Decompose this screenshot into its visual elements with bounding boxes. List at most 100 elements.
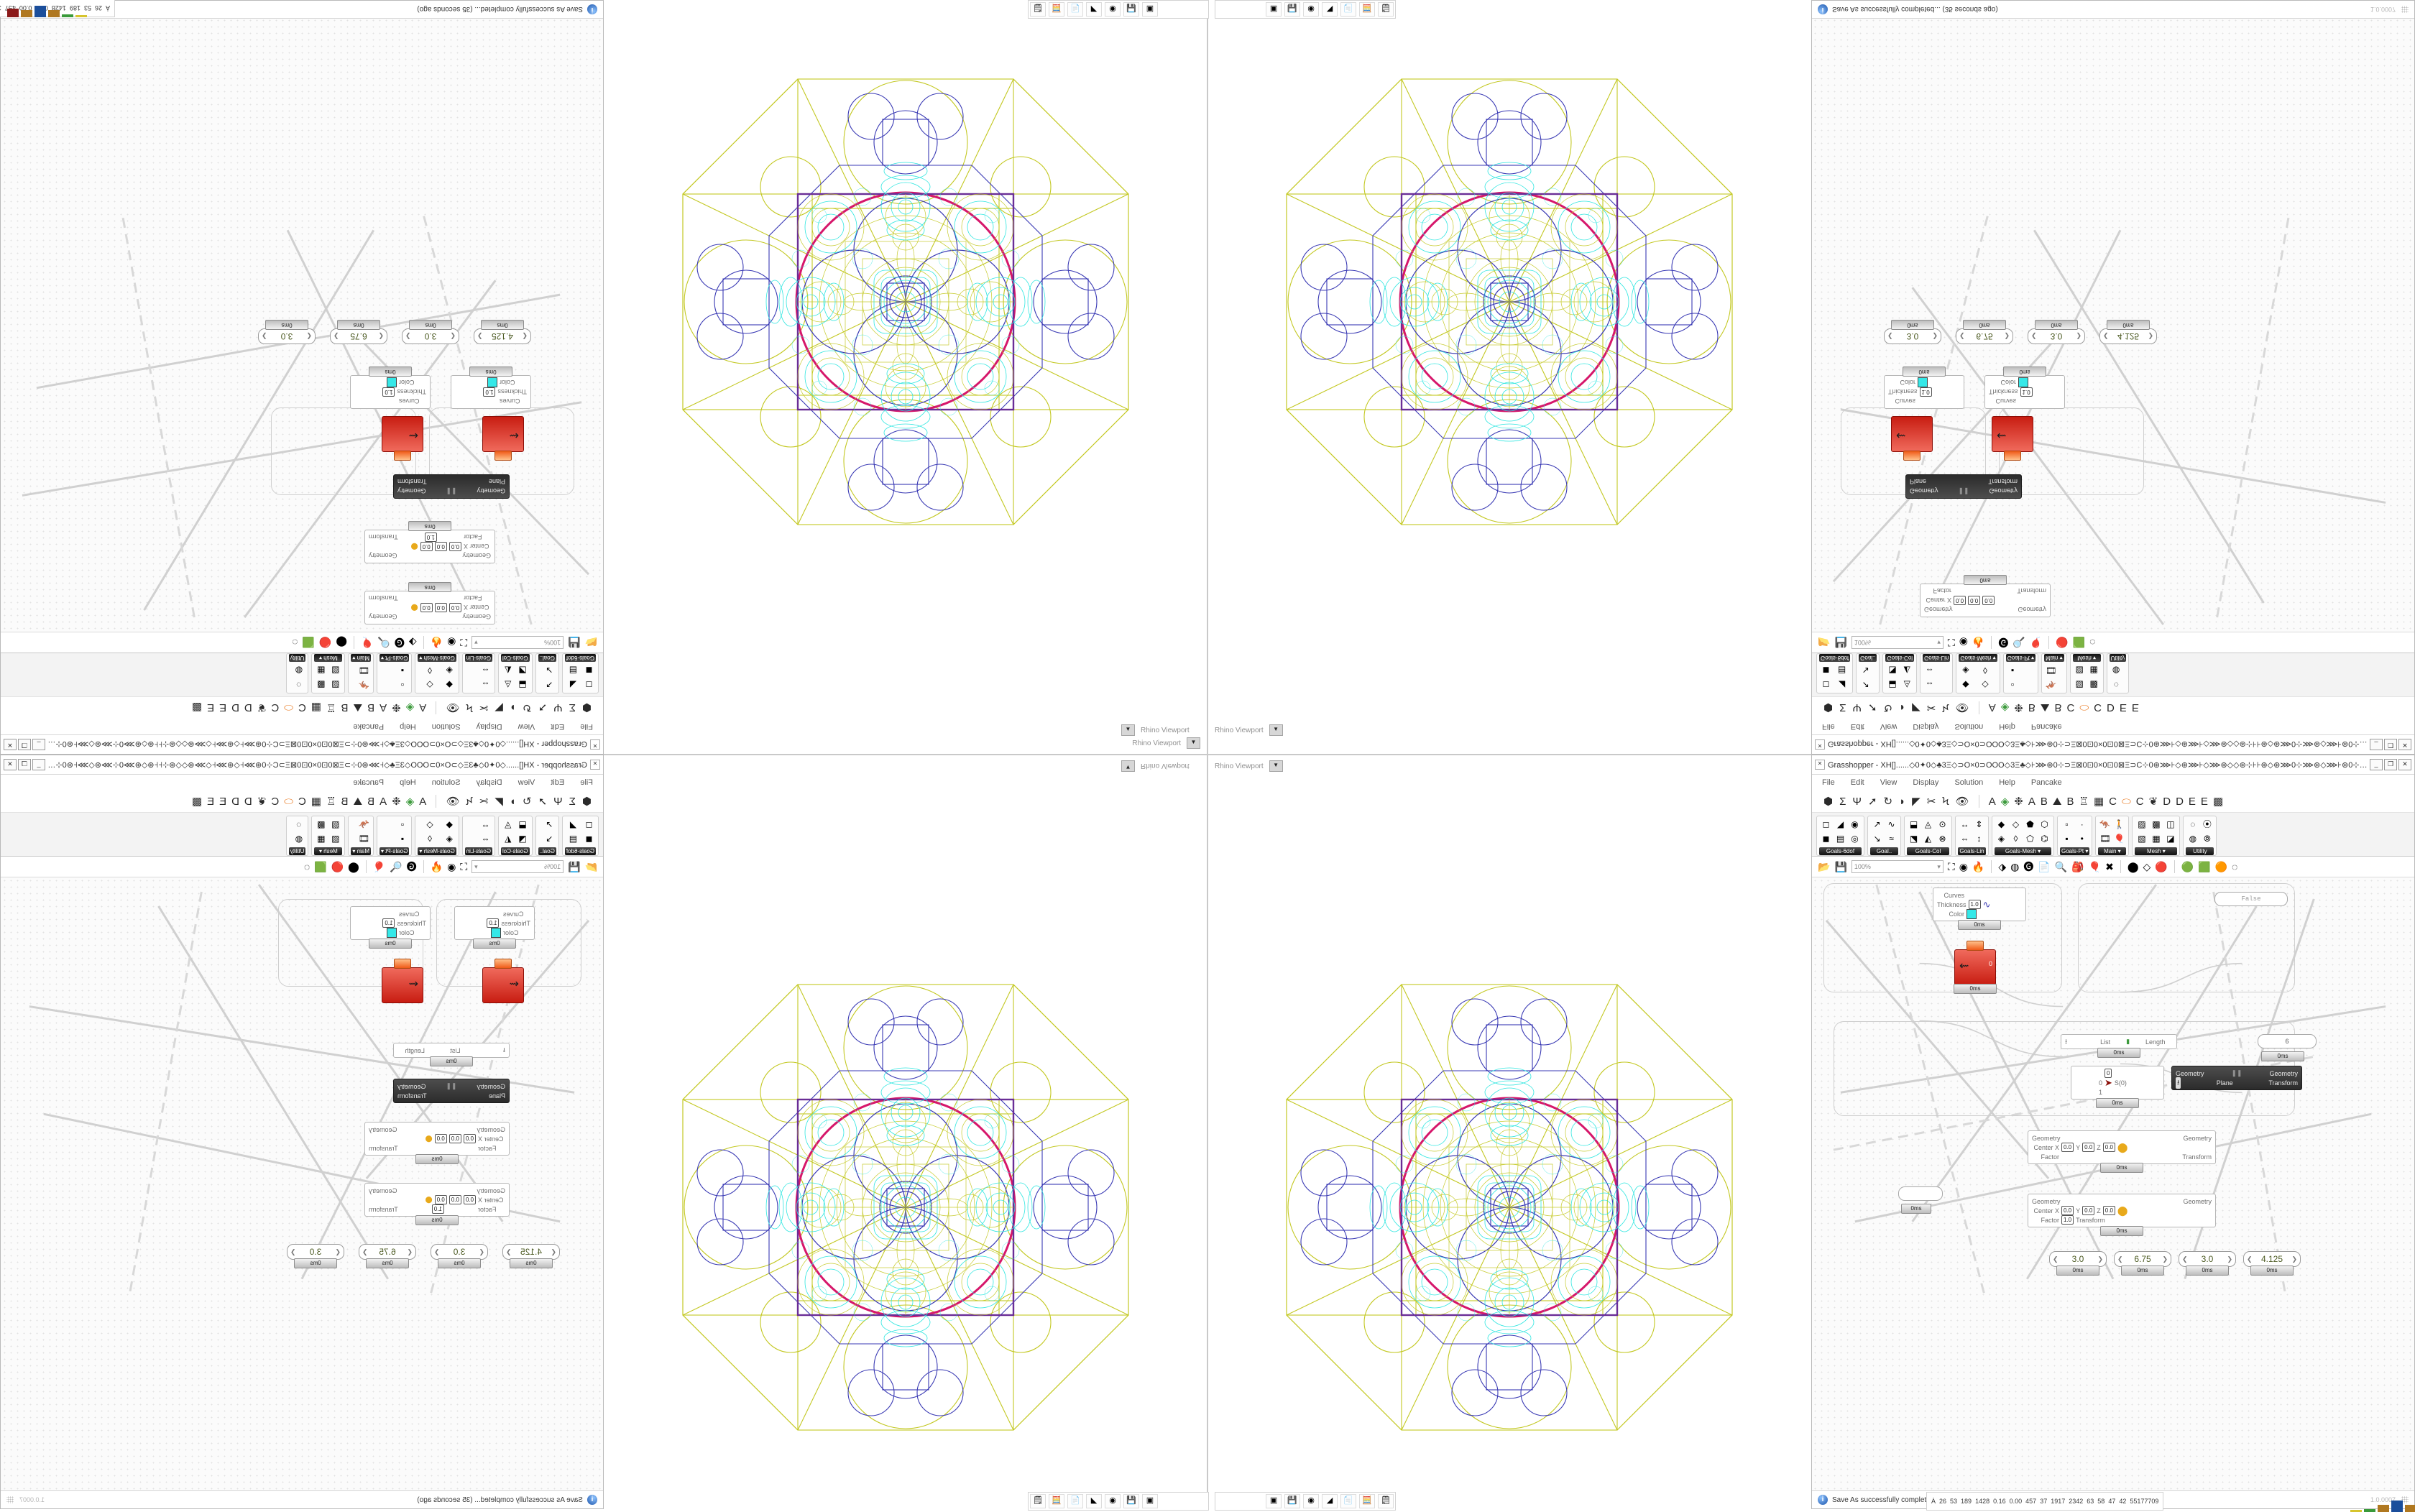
bl-g3d[interactable]: ◭ [505, 834, 512, 844]
save-icon-task[interactable]: 💾 [1123, 2, 1139, 17]
mesh-icon-tr[interactable]: ◤ [1912, 701, 1920, 714]
bl-g1a[interactable]: ◻ [585, 819, 593, 829]
bl-g5c[interactable]: ◇ [426, 819, 433, 829]
rhino-icon-4[interactable]: ◣ [1322, 1494, 1338, 1508]
tl-g8b[interactable]: ▧ [331, 665, 340, 676]
grasshopper-canvas-tl[interactable]: Geometry Geometry Center X 0.0 0.0 0.0 ⬤… [1, 19, 603, 632]
canvas-toolbar-bl[interactable]: 📂 💾 100% ▾ ⛶ ◉ 🔥 🅖 🔍 🎈 ⬤ 🔴 🟩 ◌ [1, 857, 603, 877]
vector-icon[interactable]: ➚ [1867, 795, 1877, 808]
resize-grip-bl[interactable] [6, 1496, 14, 1503]
plugin-c2-icon-tr[interactable]: ⬭ [2079, 701, 2089, 714]
tl-sc1-x[interactable]: 0.0 [448, 603, 461, 612]
ribbon-group-goals-lin-tr[interactable]: ↔ ⇔ Goals-Lin [1920, 653, 1954, 693]
ribbon-tab-utility[interactable]: Utility [2186, 847, 2214, 855]
tr-g1a[interactable]: ◻ [1822, 680, 1830, 690]
plugin-d2-icon[interactable]: D [2176, 795, 2184, 808]
grasshopper-window-bottom-right[interactable]: ✕ Grasshopper - XH[]......◇0✦0◇♣3Ξ◇⊃Ο×0⊃… [1811, 755, 2415, 1509]
taskbar-top-right[interactable]: 🗒 🧮 📄 ◣ ◉ 💾 ▣ [1215, 0, 1396, 19]
taskbar-top-left[interactable]: 🗒 🧮 📄 ◣ ◉ 💾 ▣ [1028, 0, 1209, 19]
plugin-c2-icon[interactable]: ⬭ [2121, 795, 2131, 808]
ribbon-group-goals-pt-tl[interactable]: ▫ ▪ Goals-Pt [376, 653, 413, 693]
display-icon-bl[interactable]: 👁 [446, 795, 460, 808]
shade-black-icon-tl[interactable]: ⬤ [336, 637, 347, 648]
transform-flatten-icon[interactable]: ⭳ [2176, 1077, 2181, 1089]
goals-mesh-icon-5[interactable]: ⬟ [2026, 819, 2034, 829]
plugin-e1-icon-bl[interactable]: E [219, 795, 227, 808]
close-button[interactable]: ✕ [2398, 759, 2411, 770]
preview-component-tl-2[interactable]: Curves Thickness 1.0 Color 0ms [350, 367, 431, 409]
tr-g8c[interactable]: ▩ [2089, 680, 2098, 690]
goals-pt-icon-2[interactable]: ▪ [2065, 834, 2069, 844]
docs-icon-3[interactable]: 📄 [1067, 1494, 1083, 1508]
tl-g2a[interactable]: ↗ [546, 680, 553, 690]
ribbon-group-main-tr[interactable]: 🦘 🎞 Main [2041, 653, 2067, 693]
ribbon-group-goals-mesh-tl[interactable]: ◆ ◈ ◇ ◊ Goals-Mesh [415, 653, 459, 693]
gha-icon[interactable]: 🅖 [2023, 861, 2034, 872]
scale-component-1[interactable]: Geometry Geometry Center X 0.0 Y 0.0 Z 0… [2028, 1130, 2216, 1173]
vector-icon-bl[interactable]: ➚ [538, 795, 548, 808]
slider-tr-c[interactable]: 3.0 0ms [2028, 320, 2085, 344]
terminal-icon-2[interactable]: ▣ [1266, 2, 1282, 17]
slider-bl-b[interactable]: 3.0 0ms [431, 1244, 488, 1268]
ribbon-group-goals-col-tr[interactable]: ⬓ ⬔ ◬ ◭ Goals-Col [1882, 653, 1918, 693]
chevron-down-icon-tr[interactable]: ▾ [1937, 639, 1941, 647]
menubar-tl[interactable]: File Edit View Display Solution Help Pan… [1, 719, 603, 734]
goal-icon-4[interactable]: ≈ [1889, 834, 1894, 844]
tl-g5b[interactable]: ◈ [446, 665, 453, 676]
error-component[interactable]: ⇜ 0 0ms [1954, 941, 1997, 994]
group-right[interactable] [2078, 883, 2295, 992]
tl-g6a[interactable]: ▫ [400, 680, 404, 690]
bl-g4a[interactable]: ↔ [481, 819, 490, 829]
tl-g8c[interactable]: ▩ [317, 680, 326, 690]
tl-g5a[interactable]: ◆ [446, 680, 453, 690]
scale-component-tl-1[interactable]: Geometry Geometry Center X 0.0 0.0 0.0 ⬤… [364, 582, 495, 624]
menubar-tr[interactable]: File Edit View Display Solution Help Pan… [1812, 719, 2414, 734]
bl-g6a[interactable]: ▫ [400, 819, 404, 829]
menu-item-file-tr[interactable]: File [1822, 722, 1835, 731]
plugin-a1-icon-bl[interactable]: A [419, 795, 427, 808]
intersect-icon[interactable]: ✂ [1926, 795, 1936, 808]
plugin-c1-icon-tl[interactable]: C [298, 701, 306, 714]
plugin-b3-icon[interactable]: B [2066, 795, 2074, 808]
ribbon-tab-main-tl[interactable]: Main [351, 654, 371, 662]
plugin-e2-icon-tl[interactable]: E [207, 701, 215, 714]
list-length-component-bl[interactable]: ⭳ List Length 0ms [393, 1043, 510, 1066]
ribbon-tab-goals-6dof-tl[interactable]: Goals-6dof [564, 654, 596, 662]
viewport-dropdown-right-b[interactable]: ▼ [1269, 760, 1283, 772]
tl-pv2-swatch[interactable] [387, 377, 397, 388]
ribbon-tab-goals-mesh[interactable]: Goals-Mesh [1995, 847, 2051, 855]
canvas-toolbar-tr[interactable]: 📂 💾 100% ▾ ⛶ ◉ 🔥 🅖 🔍 🎈 🔴 🟩 ◌ [1812, 632, 2414, 653]
ribbon-group-main-bl[interactable]: 🦘 🎞 Main [348, 816, 374, 856]
menu-item-file-bl[interactable]: File [580, 778, 593, 787]
ribbon-group-mesh-tr[interactable]: ▨ ▧ ▩ ▦ Mesh [2069, 653, 2104, 693]
slider-tr-b[interactable]: 6.75 0ms [1956, 320, 2013, 344]
save-icon-task-4[interactable]: 💾 [1284, 1494, 1300, 1508]
menu-item-solution[interactable]: Solution [1954, 778, 1984, 787]
grasshopper-window-top-right[interactable]: ✕ Grasshopper - XH[]......◇0✦0◇♣3Ξ◇⊃Ο×0⊃… [1811, 0, 2415, 755]
ribbon-group-goals-mesh[interactable]: ◆ ◈ ◇ ◊ ⬟ ⬠ ⬡ [1992, 816, 2054, 856]
ribbon-group-utility-tr[interactable]: ◌ ◍ Utility [2106, 653, 2130, 693]
cluster-icon[interactable]: ⬗ [1998, 861, 2007, 872]
chrome-icon-2[interactable]: ◉ [1303, 2, 1319, 17]
mesh-icon-1[interactable]: ▨ [2138, 819, 2146, 829]
slider-c[interactable]: 3.0 0ms [2179, 1251, 2236, 1276]
goals-mesh-icon-3[interactable]: ◇ [2012, 819, 2020, 829]
outer-close-icon[interactable]: ✕ [1815, 760, 1825, 770]
slider-tr-a[interactable]: 3.0 0ms [1884, 320, 1941, 344]
ribbon-tab-utility-bl[interactable]: Utility [288, 847, 306, 855]
plugin-b3-icon-tr[interactable]: B [2054, 701, 2062, 714]
tl-g3c[interactable]: ◬ [505, 680, 512, 690]
goal-icon-1[interactable]: ↗ [1873, 819, 1881, 829]
titlebar-bl[interactable]: ✕ Grasshopper - XH[]......◇0✦0◇♣3Ξ◇⊃Ο×0⊃… [1, 755, 603, 775]
goal-icon-2[interactable]: ↘ [1873, 834, 1881, 844]
slider-tr-d[interactable]: 4.125 0ms [2099, 320, 2157, 344]
balloon-icon-tl[interactable]: 🎈 [361, 637, 374, 648]
plugin-c3-icon-tr[interactable]: C [2094, 701, 2102, 714]
ribbon-group-mesh-bl[interactable]: ▨ ▧ ▩ ▦ Mesh [311, 816, 346, 856]
scale1-center-z[interactable]: 0.0 [2102, 1143, 2115, 1152]
chrome-icon-4[interactable]: ◉ [1303, 1494, 1319, 1508]
ribbon-tab-main-bl[interactable]: Main [351, 847, 371, 855]
menu-item-view-bl[interactable]: View [518, 778, 535, 787]
ribbon-tab-goals-col-bl[interactable]: Goals-Col [500, 847, 530, 855]
tl-g5d[interactable]: ◊ [428, 665, 432, 676]
